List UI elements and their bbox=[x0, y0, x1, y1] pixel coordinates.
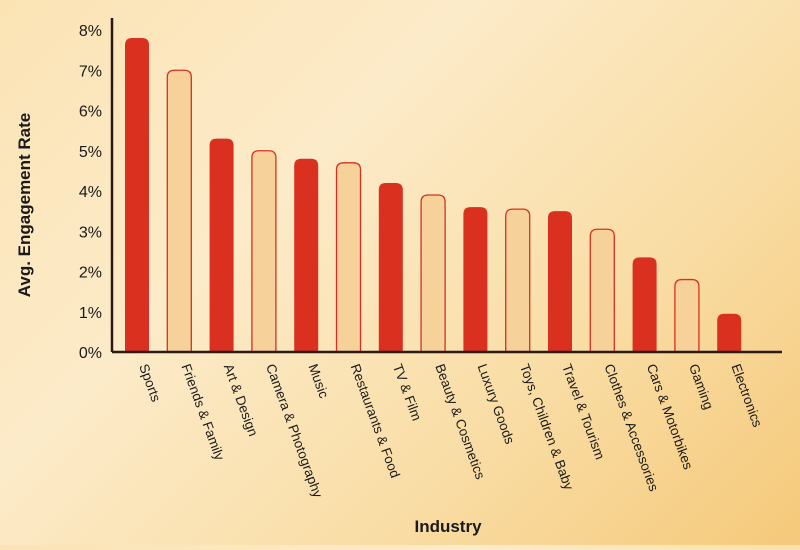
bar-sports bbox=[125, 38, 149, 353]
y-tick-label: 5% bbox=[79, 144, 102, 161]
bar-art-design bbox=[209, 138, 234, 352]
y-tick-label: 1% bbox=[79, 305, 102, 322]
x-tick-label: Cars & Motorbikes bbox=[644, 362, 696, 472]
bar-travel-tourism bbox=[548, 211, 572, 352]
y-tick-label: 3% bbox=[79, 224, 102, 241]
bar-clothes-accessories bbox=[589, 228, 615, 353]
bar-gaming bbox=[674, 278, 700, 353]
bar-music bbox=[294, 158, 319, 352]
y-tick-label: 6% bbox=[79, 104, 102, 121]
bar-luxury-goods bbox=[463, 207, 488, 352]
x-tick-label: Luxury Goods bbox=[475, 362, 518, 446]
y-tick-label: 8% bbox=[79, 23, 102, 40]
y-tick-label: 0% bbox=[79, 345, 102, 362]
bar-camera-photography bbox=[251, 150, 277, 353]
y-axis-title: Avg. Engagement Rate bbox=[15, 113, 34, 298]
x-tick-label: Gaming bbox=[686, 362, 716, 412]
bar-restaurants-food bbox=[335, 162, 362, 353]
x-tick-label: Electronics bbox=[728, 362, 765, 429]
y-tick-label: 4% bbox=[79, 184, 102, 201]
x-tick-label: TV & Film bbox=[390, 362, 424, 423]
x-axis-title: Industry bbox=[414, 517, 482, 536]
bar-beauty-cosmetics bbox=[420, 194, 446, 353]
x-tick-label: Music bbox=[305, 362, 331, 400]
x-tick-label: Sports bbox=[136, 362, 164, 404]
bar-cars-motorbikes bbox=[632, 257, 657, 352]
y-axis-tick-labels: 0% 1% 2% 3% 4% 5% 6% 7% 8% bbox=[79, 23, 102, 362]
bars bbox=[125, 38, 742, 353]
x-tick-label: Travel & Tourism bbox=[559, 362, 607, 462]
bar-tv-film bbox=[378, 182, 403, 352]
x-tick-label: Art & Design bbox=[221, 362, 261, 438]
x-tick-label: Friends & Family bbox=[178, 362, 227, 463]
y-tick-label: 7% bbox=[79, 63, 102, 80]
bar-toys-children-baby bbox=[505, 208, 531, 353]
bar-electronics bbox=[717, 313, 742, 352]
bar-friends-family bbox=[166, 69, 192, 353]
y-tick-label: 2% bbox=[79, 265, 102, 282]
